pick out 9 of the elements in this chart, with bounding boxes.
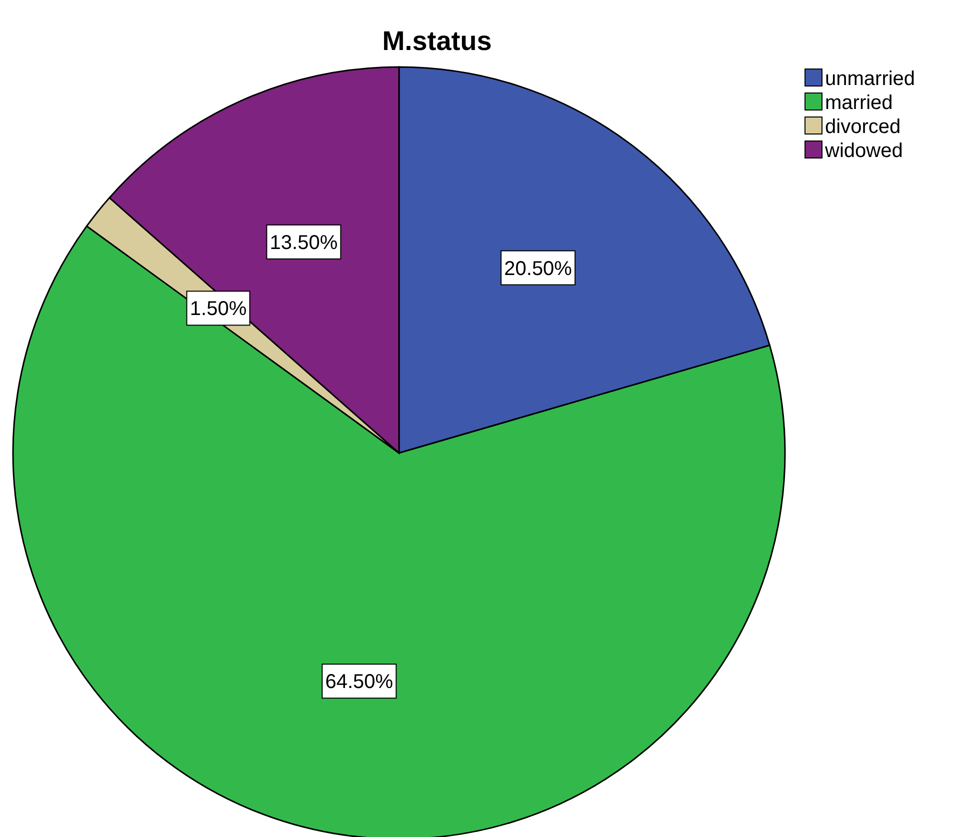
legend-label: unmarried (825, 68, 916, 90)
chart-title: M.status (382, 26, 492, 56)
legend-label: divorced (825, 116, 901, 138)
data-label: 64.50% (325, 671, 394, 694)
legend-label: widowed (824, 140, 903, 162)
data-label: 20.50% (504, 258, 572, 280)
data-label: 13.50% (270, 232, 338, 254)
legend-label: married (825, 92, 893, 114)
data-label: 1.50% (190, 298, 247, 320)
